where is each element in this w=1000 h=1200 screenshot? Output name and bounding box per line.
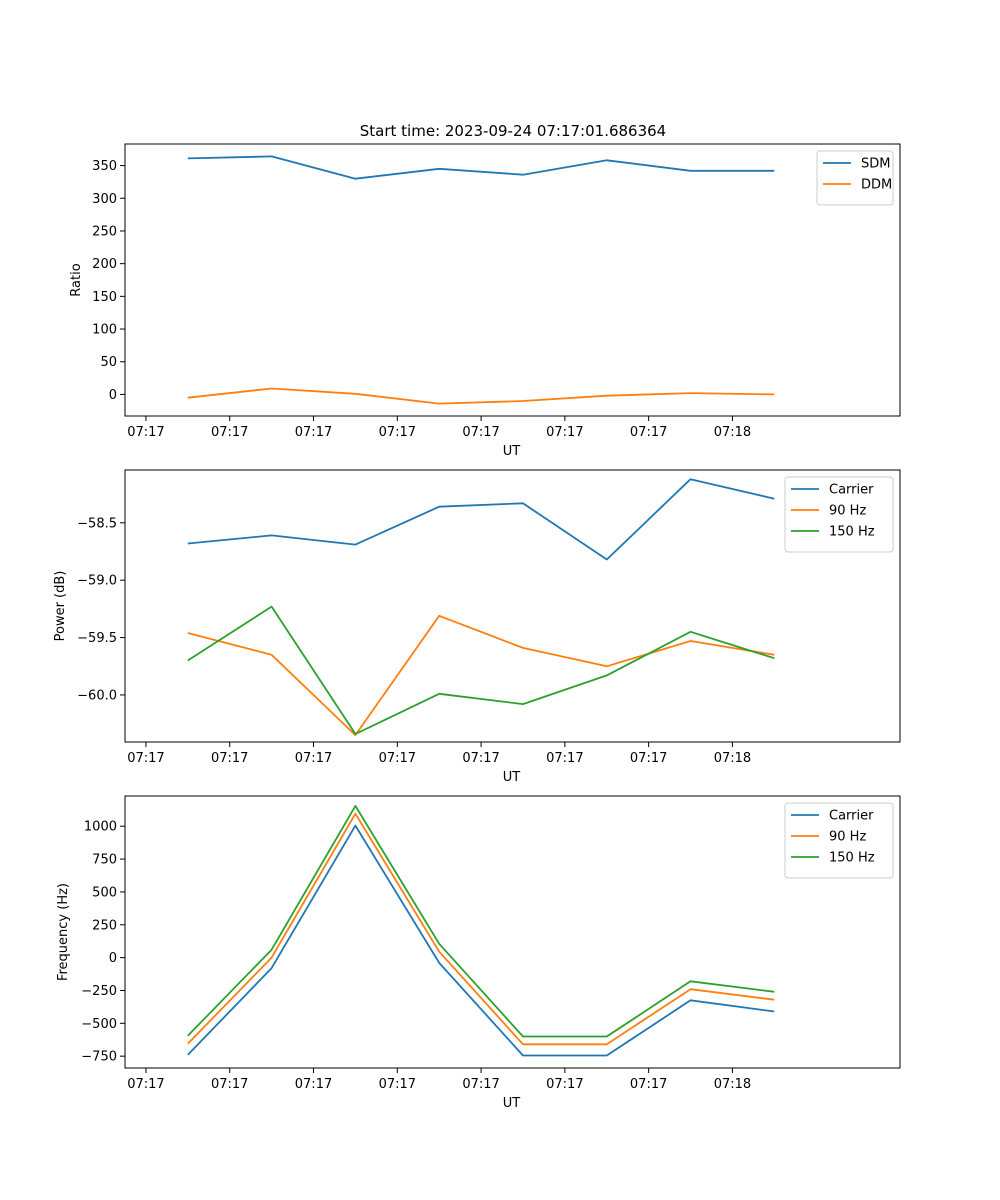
frequency-y-tick-label: 250 [92,918,117,933]
power-y-tick-label: −58.5 [77,516,117,531]
ratio-legend-box [816,150,894,206]
frequency-legend-label-90-hz: 90 Hz [829,830,866,845]
power-x-tick-label: 07:17 [630,751,667,766]
ratio-x-tick-label: 07:17 [127,425,164,440]
ratio-y-tick-label: 50 [100,355,117,370]
ratio-x-axis-label: UT [503,444,521,459]
ratio-panel: 07:17 07:17 07:17 07:17 07:17 07:17 07:17 07:18… [69,143,901,459]
frequency-y-tick-label: 1000 [84,820,117,835]
frequency-x-tick-label: 07:17 [295,1077,332,1092]
ratio-x-tick-label: 07:17 [295,425,332,440]
frequency-x-tick-label: 07:18 [714,1077,751,1092]
frequency-y-tick-label: 0 [109,951,117,966]
ratio-y-tick-label: 150 [92,290,117,305]
power-series-line-150-hz [187,605,775,735]
power-x-tick-label: 07:17 [546,751,583,766]
frequency-series-line-carrier [187,824,775,1057]
frequency-series-line-90-hz [187,812,775,1046]
frequency-y-tick-label: 750 [92,853,117,868]
ratio-axes-frame [124,143,901,417]
power-series-line-carrier [187,478,775,561]
frequency-y-tick-label: −750 [81,1050,117,1065]
power-legend-label-carrier: Carrier [829,483,874,498]
power-legend-label-150-hz: 150 Hz [829,525,875,540]
frequency-y-axis-label: Frequency (Hz) [56,883,71,981]
frequency-series-line-150-hz [187,805,775,1038]
frequency-y-tick-label: 500 [92,885,117,900]
power-x-tick-label: 07:17 [295,751,332,766]
frequency-y-tick-label: −250 [81,984,117,999]
frequency-x-tick-label: 07:17 [462,1077,499,1092]
ratio-y-tick-label: 200 [92,257,117,272]
power-y-axis-label: Power (dB) [53,571,68,642]
power-axes-frame [124,469,901,743]
ratio-x-tick-label: 07:17 [630,425,667,440]
ratio-x-tick-label: 07:17 [462,425,499,440]
frequency-y-tick-label: −500 [81,1017,117,1032]
power-x-axis-label: UT [503,770,521,785]
power-series-line-90-hz [187,614,775,736]
frequency-legend-label-carrier: Carrier [829,809,874,824]
ratio-x-tick-label: 07:18 [714,425,751,440]
frequency-x-tick-label: 07:17 [546,1077,583,1092]
ratio-legend: SDM DDM [816,150,894,206]
power-panel: 07:17 07:17 07:17 07:17 07:17 07:17 07:17 07:18… [53,469,901,785]
frequency-x-tick-label: 07:17 [211,1077,248,1092]
power-x-tick-label: 07:17 [462,751,499,766]
frequency-x-tick-label: 07:17 [630,1077,667,1092]
ratio-legend-label-sdm: SDM [861,157,890,172]
power-x-tick-label: 07:17 [379,751,416,766]
ratio-series-line-ddm [187,387,775,405]
frequency-x-axis-label: UT [503,1096,521,1111]
ratio-x-tick-label: 07:17 [379,425,416,440]
frequency-axes-frame [124,795,901,1069]
ratio-x-tick-label: 07:17 [211,425,248,440]
power-y-tick-label: −60.0 [77,688,117,703]
ratio-y-tick-label: 300 [92,192,117,207]
frequency-panel: 07:17 07:17 07:17 07:17 07:17 07:17 07:17 07:18… [56,795,901,1111]
power-x-tick-label: 07:18 [714,751,751,766]
chart-title: Start time: 2023-09-24 07:17:01.686364 [360,122,666,140]
power-x-tick-label: 07:17 [127,751,164,766]
ratio-series-line-sdm [187,155,775,180]
frequency-x-tick-label: 07:17 [379,1077,416,1092]
frequency-legend-box [784,802,894,879]
power-legend-label-90-hz: 90 Hz [829,504,866,519]
ratio-legend-label-ddm: DDM [861,178,892,193]
ratio-y-tick-label: 0 [109,388,117,403]
power-legend: Carrier 90 Hz 150 Hz [784,476,894,553]
frequency-legend-label-150-hz: 150 Hz [829,851,875,866]
frequency-legend: Carrier 90 Hz 150 Hz [784,802,894,879]
frequency-x-tick-label: 07:17 [127,1077,164,1092]
ratio-y-tick-label: 100 [92,323,117,338]
ratio-x-tick-label: 07:17 [546,425,583,440]
power-x-tick-label: 07:17 [211,751,248,766]
power-y-tick-label: −59.5 [77,631,117,646]
power-legend-box [784,476,894,553]
power-y-tick-label: −59.0 [77,574,117,589]
ratio-y-tick-label: 350 [92,159,117,174]
ratio-y-axis-label: Ratio [69,263,84,296]
ratio-y-tick-label: 250 [92,224,117,239]
